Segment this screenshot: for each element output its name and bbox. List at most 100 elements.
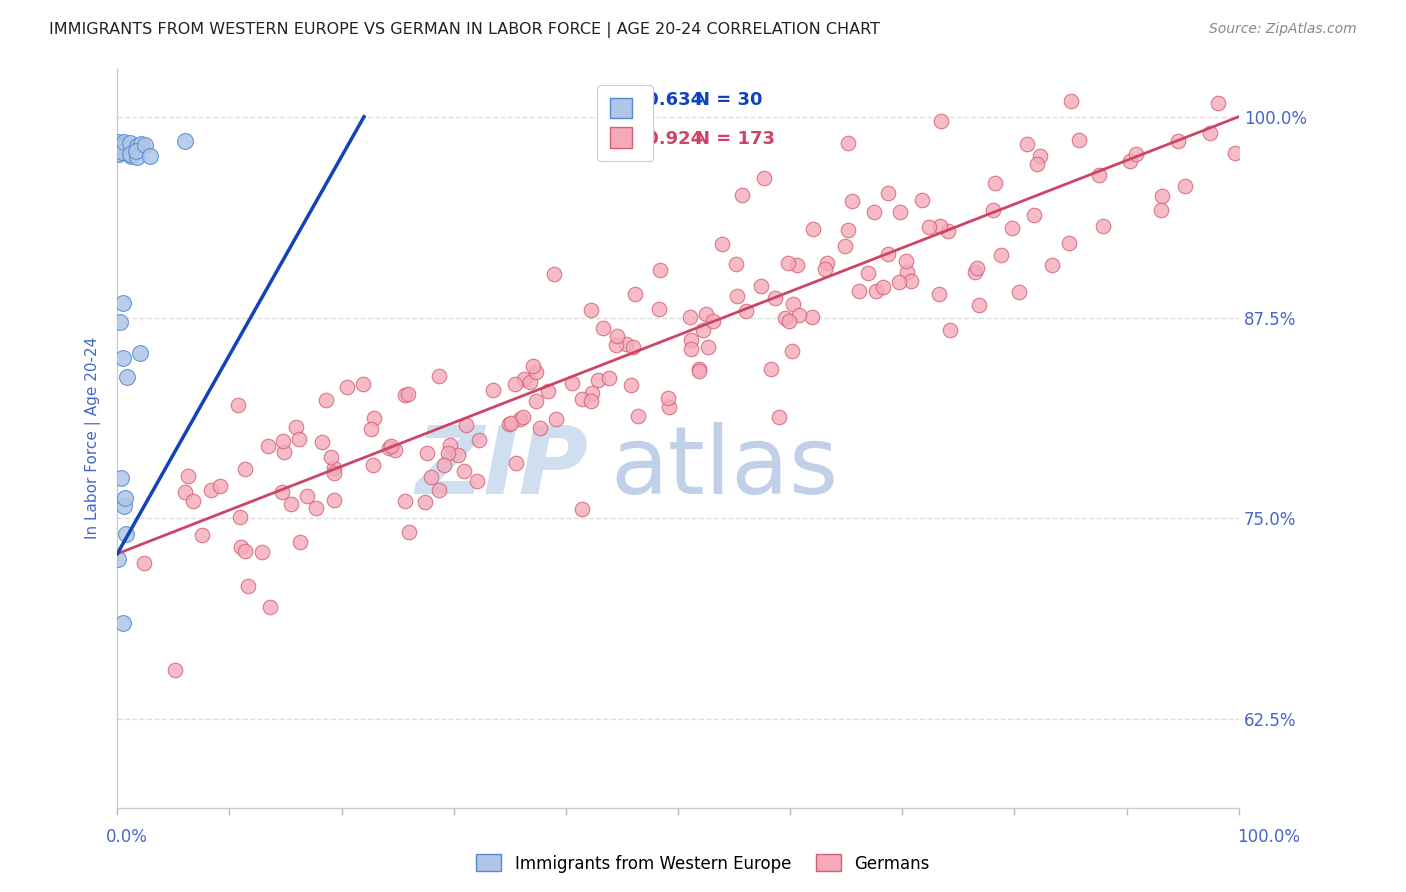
Point <box>509 412 531 426</box>
Point <box>657 392 679 406</box>
Point <box>114 145 136 159</box>
Point <box>863 205 886 219</box>
Point <box>581 394 603 409</box>
Point <box>200 483 222 497</box>
Point <box>322 466 344 480</box>
Text: 0.0%: 0.0% <box>105 828 148 846</box>
Point <box>321 450 343 465</box>
Point <box>120 149 142 163</box>
Point <box>894 254 917 268</box>
Point <box>598 371 620 385</box>
Point <box>112 139 135 153</box>
Point <box>190 528 212 542</box>
Point <box>505 456 527 470</box>
Point <box>112 136 135 150</box>
Point <box>416 446 439 460</box>
Point <box>125 150 148 164</box>
Point <box>620 377 643 392</box>
Text: N = 30: N = 30 <box>695 91 762 109</box>
Point <box>229 509 252 524</box>
Point <box>420 470 443 484</box>
Point <box>688 362 710 376</box>
Point <box>363 458 385 472</box>
Point <box>273 445 295 459</box>
Point <box>537 384 560 398</box>
Point <box>512 410 534 425</box>
Point <box>1059 94 1081 108</box>
Point <box>125 138 148 153</box>
Text: atlas: atlas <box>610 422 839 514</box>
Point <box>524 365 547 379</box>
Point <box>522 359 544 373</box>
Point <box>1208 95 1230 110</box>
Point <box>778 314 800 328</box>
Text: 100.0%: 100.0% <box>1237 828 1301 846</box>
Point <box>692 323 714 337</box>
Point <box>1040 258 1063 272</box>
Point <box>467 433 489 447</box>
Point <box>579 303 602 318</box>
Point <box>872 279 894 293</box>
Point <box>606 329 628 343</box>
Point <box>724 257 747 271</box>
Point <box>482 384 505 398</box>
Point <box>752 171 775 186</box>
Point <box>605 338 627 352</box>
Point <box>453 464 475 478</box>
Point <box>138 149 160 163</box>
Point <box>111 296 134 310</box>
Point <box>233 462 256 476</box>
Point <box>1167 134 1189 148</box>
Point <box>697 340 720 354</box>
Point <box>228 398 250 412</box>
Point <box>889 204 911 219</box>
Point <box>571 392 593 406</box>
Point <box>108 139 131 153</box>
Point <box>648 263 671 277</box>
Point <box>759 362 782 376</box>
Point <box>315 393 337 408</box>
Point <box>163 663 186 677</box>
Point <box>990 248 1012 262</box>
Point <box>114 491 136 506</box>
Text: IMMIGRANTS FROM WESTERN EUROPE VS GERMAN IN LABOR FORCE | AGE 20-24 CORRELATION : IMMIGRANTS FROM WESTERN EUROPE VS GERMAN… <box>49 22 880 38</box>
Point <box>380 439 402 453</box>
Point <box>322 492 344 507</box>
Point <box>107 146 129 161</box>
Point <box>465 474 488 488</box>
Point <box>529 421 551 435</box>
Point <box>173 134 195 148</box>
Point <box>305 501 328 516</box>
Point <box>1024 208 1046 222</box>
Point <box>1028 149 1050 163</box>
Point <box>413 495 436 509</box>
Point <box>181 494 204 508</box>
Point <box>503 376 526 391</box>
Point <box>658 401 681 415</box>
Point <box>918 220 941 235</box>
Point <box>498 417 520 432</box>
Point <box>543 267 565 281</box>
Point <box>614 337 637 351</box>
Point <box>115 527 138 541</box>
Point <box>120 147 142 161</box>
Point <box>837 222 859 236</box>
Text: R = 0.634: R = 0.634 <box>605 91 703 109</box>
Point <box>896 265 918 279</box>
Point <box>288 535 311 549</box>
Point <box>1001 221 1024 235</box>
Point <box>965 265 987 279</box>
Point <box>841 194 863 209</box>
Point <box>848 284 870 298</box>
Point <box>876 186 898 200</box>
Point <box>396 387 419 401</box>
Legend: , : , <box>598 85 654 161</box>
Point <box>108 147 131 161</box>
Point <box>134 556 156 570</box>
Point <box>437 445 460 459</box>
Point <box>780 343 803 358</box>
Y-axis label: In Labor Force | Age 20-24: In Labor Force | Age 20-24 <box>86 337 101 539</box>
Point <box>229 541 252 555</box>
Point <box>592 320 614 334</box>
Point <box>731 187 754 202</box>
